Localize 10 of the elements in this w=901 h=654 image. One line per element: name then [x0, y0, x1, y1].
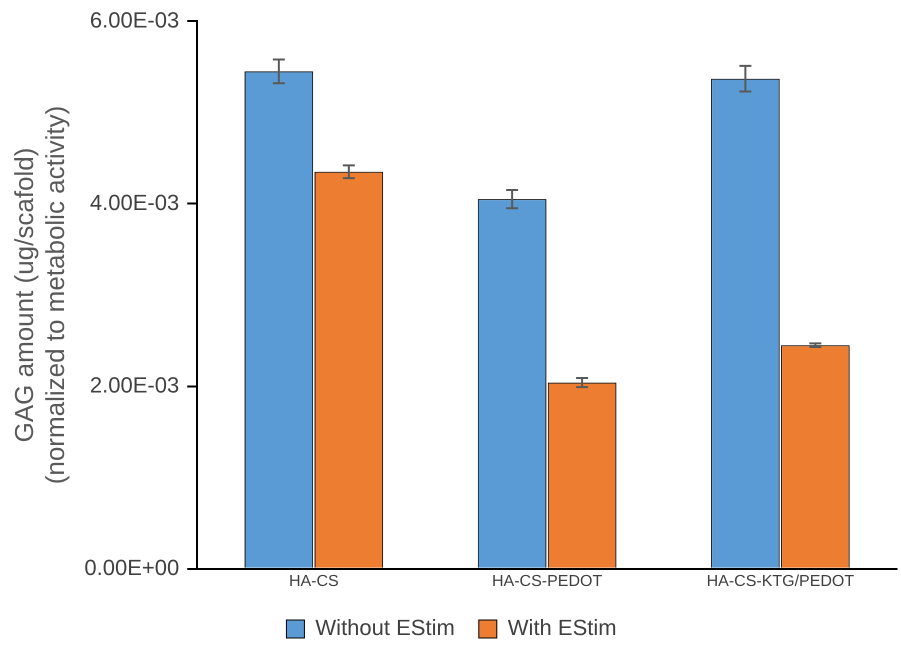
legend-label: Without EStim [315, 615, 455, 640]
x-tick-label: HA-CS [288, 572, 339, 590]
x-tick-label: HA-CS-PEDOT [492, 572, 602, 590]
y-tick-label: 6.00E-03 [90, 7, 180, 32]
y-tick-label: 0.00E+00 [84, 554, 180, 580]
y-tick-label: 4.00E-03 [90, 190, 180, 215]
x-tick-label: HA-CS-KTG/PEDOT [706, 572, 854, 590]
y-axis-title: GAG amount (ug/scafold) (normalized to metabolic activity) [8, 106, 70, 484]
y-tick-label: 2.00E-03 [90, 372, 180, 398]
legend-label: With EStim [508, 615, 617, 640]
